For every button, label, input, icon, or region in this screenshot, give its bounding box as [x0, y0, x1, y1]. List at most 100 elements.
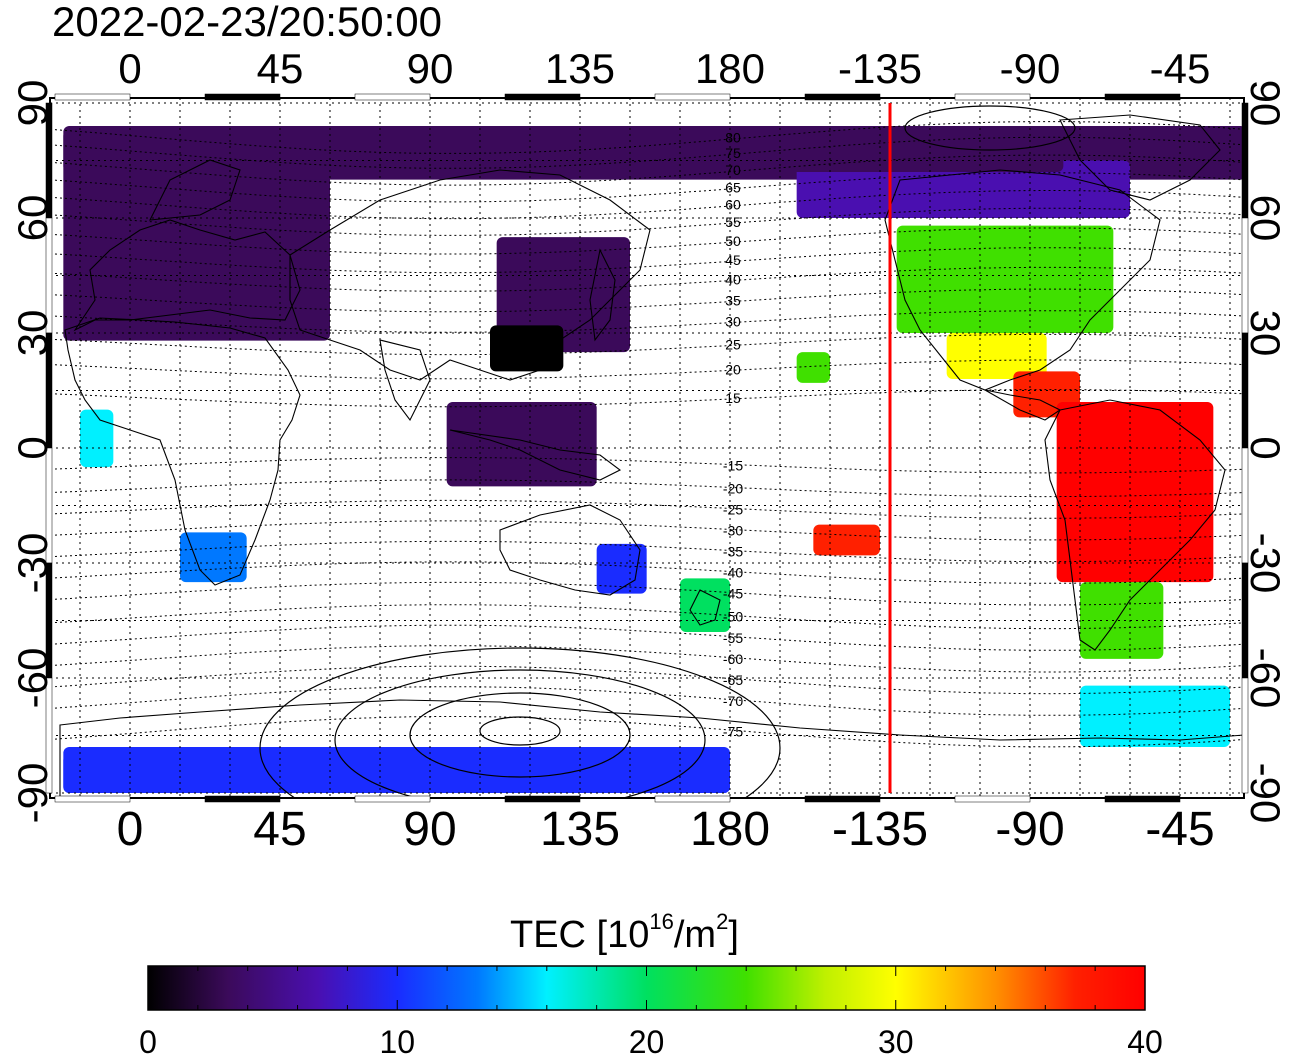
lon-label-bottom: 135 [540, 803, 620, 856]
colorbar-ticks: 0 10 20 30 40 [139, 966, 1163, 1057]
tec-region-west-africa [80, 409, 114, 468]
colorbar-tick-label: 40 [1127, 1024, 1163, 1057]
contour-label: 45 [725, 252, 741, 268]
mag-contour [50, 457, 1243, 474]
lat-label-left: -60 [9, 648, 56, 709]
contour-label: -55 [723, 630, 743, 646]
top-tick-bar [54, 93, 131, 101]
tec-region-china-center [490, 325, 564, 372]
mag-contour [50, 716, 1243, 748]
contour-label: -40 [723, 565, 743, 581]
lon-label-bottom: -45 [1145, 803, 1214, 856]
lat-label-right: 0 [1242, 436, 1289, 459]
lon-label-bottom: 45 [253, 803, 306, 856]
tec-region-australia-east [596, 543, 647, 594]
lat-label-left: 90 [9, 80, 56, 127]
contour-label: -70 [723, 693, 743, 709]
coastline [689, 589, 721, 626]
colorbar-unit: /m [673, 914, 717, 956]
mag-contour [50, 479, 1243, 498]
mag-contour [50, 665, 1243, 695]
contour-label: 75 [725, 145, 741, 161]
colorbar-tick-label: 20 [629, 1024, 665, 1057]
contour-label: 40 [725, 271, 741, 287]
mag-contour [50, 624, 1243, 651]
right-tick-bar [1241, 677, 1249, 794]
mag-contour [50, 247, 1243, 274]
mag-pole-ring [409, 692, 631, 778]
lon-label-bottom: 90 [403, 803, 456, 856]
coastline [73, 219, 301, 332]
contour-label: -30 [723, 522, 743, 538]
coastline [149, 159, 241, 221]
tec-region-se-asia [446, 402, 597, 487]
contour-label: 70 [725, 162, 741, 178]
mag-contour [50, 172, 1243, 203]
top-tick-bar [804, 93, 881, 101]
contour-label: -65 [723, 672, 743, 688]
bottom-tick-bar [804, 795, 881, 803]
mag-contour [50, 310, 1243, 333]
mag-contour [50, 266, 1243, 292]
mag-contour [50, 604, 1243, 630]
tec-region-greenland [63, 126, 1064, 172]
contour-label: -60 [723, 651, 743, 667]
bottom-tick-bar [1104, 795, 1181, 803]
mag-pole-ring [904, 105, 1076, 151]
top-tick-bar [1104, 93, 1181, 101]
magnetic-latitude-contours [50, 105, 1243, 798]
mag-contour [50, 154, 1243, 186]
lat-label-right: 30 [1242, 310, 1289, 357]
top-tick-bar [354, 93, 431, 101]
mag-contour [50, 136, 1243, 169]
left-tick-bar [45, 677, 53, 794]
coastline [1044, 399, 1226, 651]
mag-contour [50, 121, 1243, 154]
tec-region-antarctic-peninsula [1080, 685, 1230, 747]
mag-contour [50, 288, 1243, 313]
contour-label: 55 [725, 214, 741, 230]
lat-label-right: -90 [1242, 763, 1289, 824]
contour-label: -35 [723, 544, 743, 560]
bottom-tick-bar [504, 795, 581, 803]
coastline [379, 339, 431, 422]
tec-region-south-africa [180, 532, 247, 583]
top-tick-bar [654, 93, 731, 101]
tec-region-mexico [946, 333, 1047, 379]
lon-label-top: 180 [695, 45, 765, 92]
contour-label: 15 [725, 390, 741, 406]
lon-label-top: -135 [838, 45, 922, 92]
coastline [499, 504, 641, 596]
mag-contour [50, 333, 1243, 356]
lat-label-right: 90 [1242, 80, 1289, 127]
colorbar-unit-exponent: 2 [716, 909, 729, 934]
contour-label: -50 [723, 609, 743, 625]
bottom-tick-bar [954, 795, 1031, 803]
mag-contour [50, 520, 1243, 541]
coastline [59, 699, 1244, 798]
colorbar-close: ] [728, 914, 739, 956]
coastline [449, 429, 622, 481]
top-tick-bar [504, 93, 581, 101]
mag-pole-ring [334, 669, 706, 798]
tec-region-patagonia [1080, 582, 1164, 659]
lon-label-bottom: 180 [690, 803, 770, 856]
contour-label: 50 [725, 233, 741, 249]
mag-contour [50, 389, 1243, 408]
tec-data-layer [63, 126, 1244, 793]
contour-label: 20 [725, 361, 741, 377]
mag-contour [50, 581, 1243, 606]
lon-label-bottom: 0 [117, 803, 144, 856]
timestamp: 2022-02-23/20:50:00 [52, 0, 442, 45]
bottom-tick-bar [354, 795, 431, 803]
lat-label-right: -30 [1242, 533, 1289, 594]
contour-label: 65 [725, 179, 741, 195]
top-tick-bar [204, 93, 281, 101]
tec-region-canada-north [796, 160, 1130, 218]
contour-label: -25 [723, 501, 743, 517]
contour-label: 30 [725, 314, 741, 330]
lon-label-top: 90 [407, 45, 454, 92]
bottom-tick-bar [204, 795, 281, 803]
mag-contour [50, 207, 1243, 236]
